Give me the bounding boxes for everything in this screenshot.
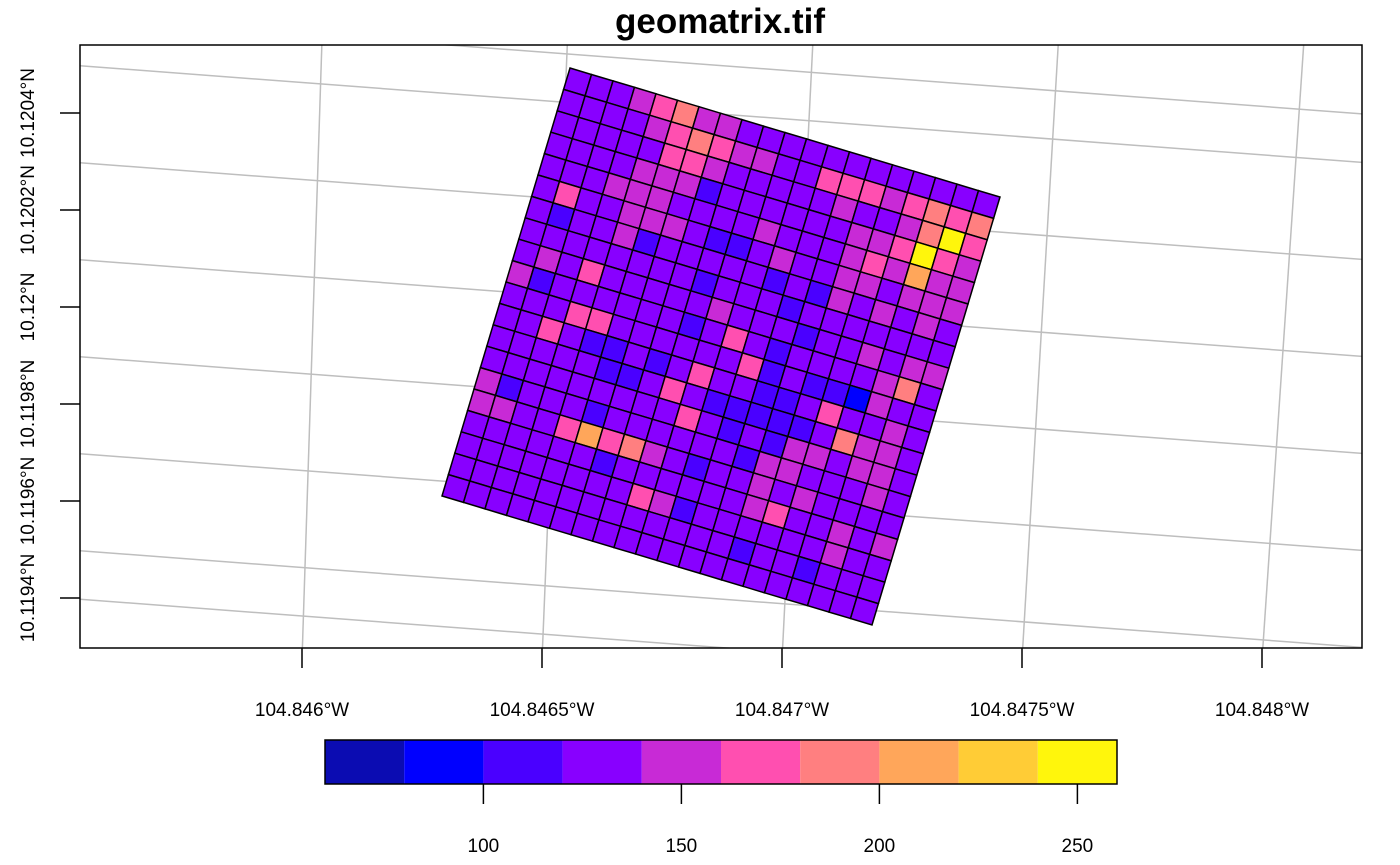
legend-swatch (958, 740, 1038, 784)
color-legend: 100 150 200 250 (324, 739, 1118, 857)
x-tick-label: 104.8465°W (490, 700, 595, 721)
plot-frame (79, 44, 1363, 649)
legend-frame (324, 739, 1118, 785)
legend-swatch (404, 740, 484, 784)
y-tick-label: 10.1198°N (18, 360, 39, 449)
meridian-line (301, 45, 323, 648)
y-tick-label: 10.1194°N (18, 554, 39, 643)
parallel-line (80, 550, 1362, 648)
x-tick-label: 104.847°W (735, 700, 829, 721)
x-tick-label: 104.846°W (255, 700, 349, 721)
legend-tick-label: 250 (1062, 836, 1094, 857)
legend-tick-label: 100 (468, 836, 500, 857)
legend-swatch (879, 740, 959, 784)
y-tick-label: 10.1202°N (18, 165, 39, 255)
y-axis: 10.1194°N 10.1196°N 10.1198°N 10.12°N 10.120… (18, 68, 80, 642)
legend-swatch (721, 740, 801, 784)
legend-swatch (800, 740, 880, 784)
x-axis: 104.846°W 104.8465°W 104.847°W 104.8475°W 10… (255, 648, 1309, 721)
legend-tick-label: 200 (864, 836, 896, 857)
legend-swatch (641, 740, 721, 784)
legend-swatch (483, 740, 563, 784)
y-tick-label: 10.1196°N (18, 457, 39, 546)
legend-swatch (325, 740, 405, 784)
raster-grid (441, 67, 1001, 626)
y-tick-label: 10.1204°N (18, 68, 39, 158)
meridian-line (1021, 45, 1059, 648)
raster-cell (849, 596, 880, 626)
x-tick-label: 104.848°W (1215, 700, 1309, 721)
legend-tick-label: 150 (666, 836, 698, 857)
parallel-line (438, 45, 1362, 115)
y-tick-label: 10.12°N (18, 273, 39, 342)
meridian-line (62, 40, 77, 660)
x-tick-label: 104.8475°W (970, 700, 1075, 721)
map-title: geomatrix.tif (614, 2, 826, 41)
legend-swatch (562, 740, 642, 784)
legend-swatch (1037, 740, 1117, 784)
